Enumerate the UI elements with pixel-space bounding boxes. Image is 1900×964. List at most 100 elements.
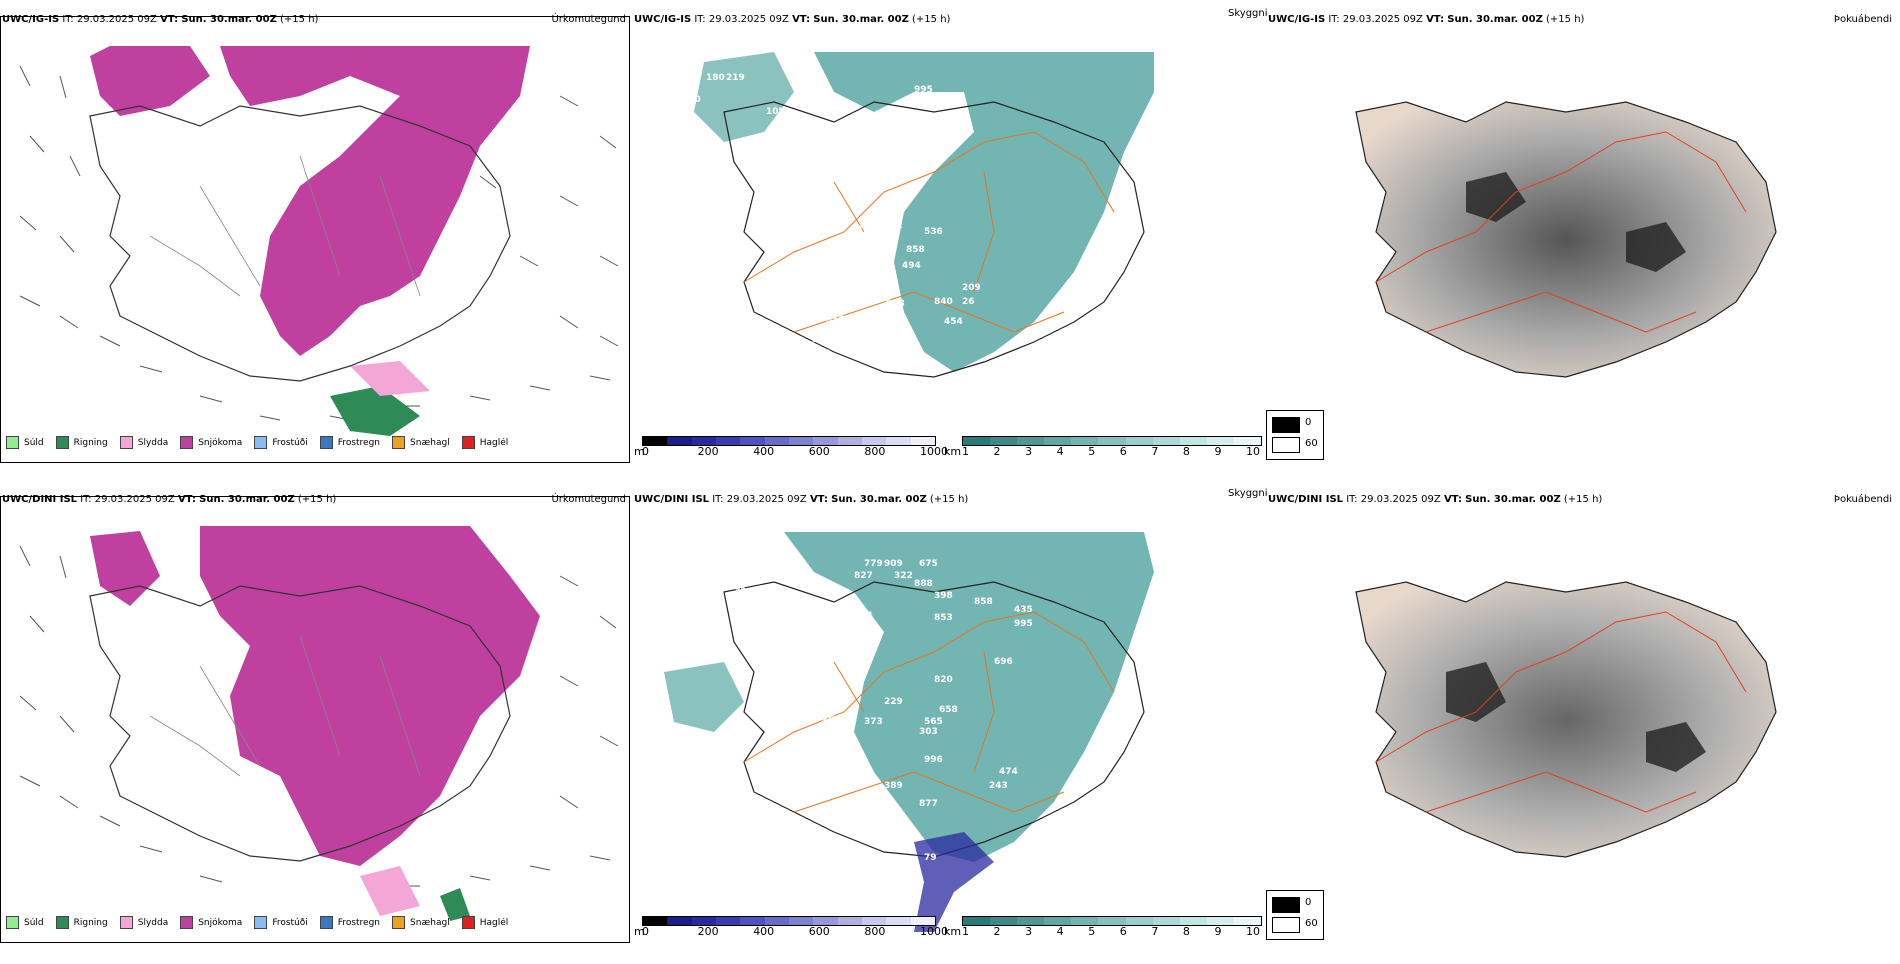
- colorbar-tick: 8: [1182, 925, 1190, 938]
- legend-item: Súld: [6, 436, 44, 449]
- precip-frame: [0, 16, 630, 463]
- colorbar-segment: [1071, 917, 1099, 925]
- cloud-base-label: 336: [864, 351, 883, 361]
- cloud-base-label: 675: [919, 559, 938, 569]
- colorbar-tick: 6: [1119, 445, 1127, 458]
- cloud-title: Skyggni: [1228, 488, 1268, 499]
- cloud-base-label: 303: [854, 649, 873, 659]
- colorbar-tick: 400: [753, 445, 775, 458]
- legend-swatch: [55, 436, 69, 449]
- fog-title: Þokuábendi: [1833, 14, 1892, 25]
- legend-item: Rigning: [55, 436, 108, 449]
- precip-map: [19, 526, 619, 921]
- colorbar-tick: 10: [1246, 445, 1260, 458]
- cloud-base-label: 398: [934, 591, 953, 601]
- fog-land: [1355, 581, 1777, 858]
- cloud-base-label: 358: [826, 315, 845, 325]
- cloud-base-label: 909: [884, 559, 903, 569]
- colorbar-segment: [715, 917, 741, 925]
- iceland-coastline: [723, 101, 1145, 378]
- legend-item: Snæhagl: [392, 436, 450, 449]
- colorbar-segment: [1017, 437, 1045, 445]
- colorbar-segment: [861, 917, 887, 925]
- teal-cloud-area: [814, 52, 1154, 372]
- cloud-base-label: 888: [914, 579, 933, 589]
- legend-item: Frostregn: [319, 436, 380, 449]
- colorbar-tick: 2: [993, 925, 1001, 938]
- colorbar-tick: 10: [1246, 925, 1260, 938]
- fog-map: [1355, 101, 1777, 378]
- legend-swatch: [180, 916, 194, 929]
- rivers: [149, 635, 421, 777]
- cloud-base-label: 536: [924, 227, 943, 237]
- colorbar-segment: [788, 917, 814, 925]
- cloud-base-label: 303: [919, 727, 938, 737]
- cloud-base-label: 243: [989, 781, 1008, 791]
- colorbar-segment: [1098, 437, 1126, 445]
- cbar-unit: m: [634, 925, 645, 938]
- forecast-row-0: UWC/IG-IS IT: 29.03.2025 09Z VT: Sun. 30…: [0, 8, 1900, 484]
- colorbar-tick: 400: [753, 925, 775, 938]
- colorbar-segment: [910, 437, 935, 445]
- colorbar-tick: 0: [642, 445, 649, 458]
- teal-cloud-west: [694, 52, 794, 142]
- colorbar-segment: [990, 437, 1018, 445]
- legend-swatch: [6, 436, 19, 449]
- cloud-base-label: 143: [704, 553, 723, 563]
- cloud-base-label: 219: [726, 73, 745, 83]
- cloud-base-label: 192: [884, 221, 903, 231]
- colorbar-segment: [1044, 437, 1072, 445]
- cloud-base-label: 264: [822, 715, 841, 725]
- cloud-base-label: 589: [822, 365, 841, 375]
- colorbar-segment: [1179, 917, 1207, 925]
- legend-swatch: [392, 916, 406, 929]
- cloud-base-panel: UWC/DINI ISL IT: 29.03.2025 09Z VT: Sun.…: [634, 494, 1264, 944]
- colorbar-tick: 600: [808, 925, 830, 938]
- legend-label: Rigning: [73, 437, 108, 448]
- colorbar-tick: 6: [1119, 925, 1127, 938]
- cloud-base-label: 933: [934, 405, 953, 415]
- cloud-base-label: 142: [744, 561, 763, 571]
- legend-item: Frostúði: [254, 916, 308, 929]
- cloud-base-label: 83: [854, 845, 867, 855]
- legend-swatch: [119, 916, 133, 929]
- colorbar-segment: [715, 437, 741, 445]
- colorbar-tick: 600: [808, 445, 830, 458]
- cloud-base-label: 28: [709, 137, 722, 147]
- cloud-base-label: 904: [816, 293, 835, 303]
- legend-swatch: [180, 436, 194, 449]
- fog-legend-0: 0 60: [1266, 410, 1324, 460]
- panel-header: UWC/DINI ISL IT: 29.03.2025 09Z VT: Sun.…: [634, 494, 969, 505]
- legend-swatch: [55, 916, 69, 929]
- colorbar-tick: 0: [642, 925, 649, 938]
- cloud-base-label: 827: [854, 571, 873, 581]
- colorbar-tick: 1: [962, 925, 969, 938]
- cloud-base-label: 142: [846, 175, 865, 185]
- colorbar-segment: [1125, 917, 1153, 925]
- colorbar-tick: 8: [1182, 445, 1190, 458]
- colorbar-tick: 9: [1214, 925, 1222, 938]
- cloud-base-label: 574: [812, 335, 831, 345]
- legend-label: Slydda: [137, 437, 169, 448]
- cloud-base-label: 397: [874, 247, 893, 257]
- cloud-base-label: 435: [1014, 605, 1033, 615]
- precip-title: Úrkomutegund: [551, 494, 626, 505]
- cloud-title: Skyggni: [1228, 8, 1268, 19]
- cloud-base-label: 995: [1014, 619, 1033, 629]
- rain-region: [330, 386, 420, 436]
- colorbar-segment: [1206, 437, 1234, 445]
- colorbar-tick: 800: [864, 925, 886, 938]
- legend-label: Snjókoma: [198, 437, 243, 448]
- fog-panel: UWC/IG-IS IT: 29.03.2025 09Z VT: Sun. 30…: [1266, 14, 1896, 464]
- cloud-base-label: 820: [934, 675, 953, 685]
- cloud-base-label: 108: [766, 107, 785, 117]
- colorbar-segment: [691, 917, 716, 925]
- cbar-unit: m: [634, 445, 645, 458]
- precip-map: [19, 46, 619, 436]
- cloud-base-label: 437: [850, 225, 869, 235]
- fog-title: Þokuábendi: [1833, 494, 1892, 505]
- colorbar-tick: 3: [1025, 925, 1033, 938]
- legend-label: Rigning: [73, 917, 108, 928]
- cloud-base-label: 248: [874, 817, 893, 827]
